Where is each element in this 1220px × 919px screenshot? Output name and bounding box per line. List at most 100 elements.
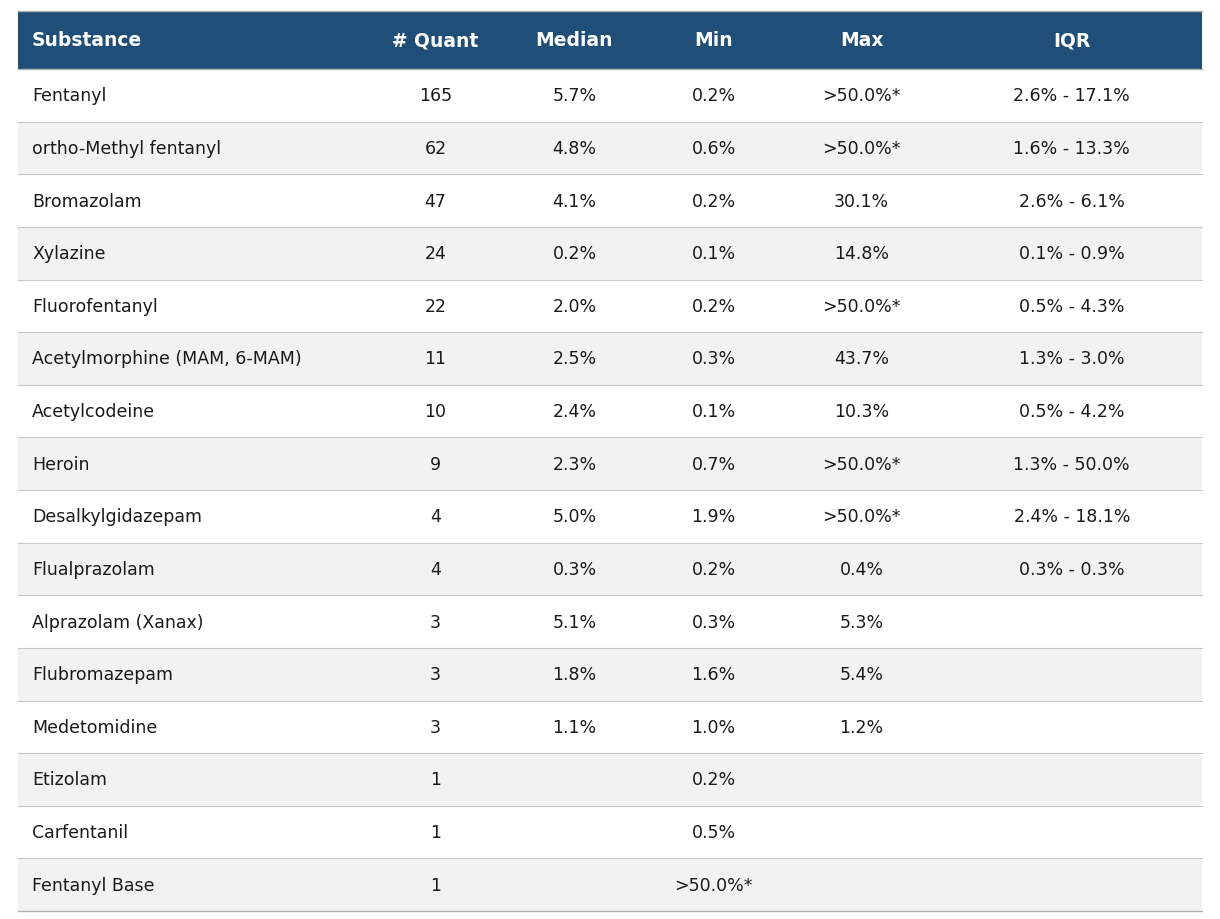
Bar xyxy=(18,280,367,333)
Bar xyxy=(367,491,504,543)
Bar xyxy=(504,491,645,543)
Text: 62: 62 xyxy=(425,140,447,158)
Bar xyxy=(504,437,645,491)
Bar xyxy=(782,280,942,333)
Bar xyxy=(367,122,504,175)
Bar xyxy=(18,648,367,700)
Bar xyxy=(18,596,367,648)
Bar xyxy=(645,333,782,385)
Bar xyxy=(942,543,1202,596)
Bar xyxy=(782,543,942,596)
Text: Flubromazepam: Flubromazepam xyxy=(32,665,173,684)
Text: 1.0%: 1.0% xyxy=(692,718,736,736)
Text: Fentanyl Base: Fentanyl Base xyxy=(32,876,155,893)
Bar xyxy=(367,858,504,911)
Text: Min: Min xyxy=(694,31,733,51)
Text: 2.5%: 2.5% xyxy=(553,350,597,368)
Bar xyxy=(504,12,645,70)
Bar xyxy=(782,122,942,175)
Text: 5.3%: 5.3% xyxy=(839,613,883,630)
Bar xyxy=(645,543,782,596)
Bar xyxy=(645,385,782,437)
Bar xyxy=(942,754,1202,806)
Text: Max: Max xyxy=(839,31,883,51)
Bar xyxy=(504,806,645,858)
Text: 0.2%: 0.2% xyxy=(692,561,736,578)
Text: Fentanyl: Fentanyl xyxy=(32,87,106,105)
Text: 24: 24 xyxy=(425,245,447,263)
Bar xyxy=(782,175,942,228)
Text: # Quant: # Quant xyxy=(393,31,478,51)
Bar xyxy=(504,175,645,228)
Text: 1.6% - 13.3%: 1.6% - 13.3% xyxy=(1014,140,1130,158)
Text: 4: 4 xyxy=(429,508,440,526)
Text: 0.5% - 4.3%: 0.5% - 4.3% xyxy=(1019,298,1125,315)
Bar xyxy=(782,333,942,385)
Text: 1: 1 xyxy=(429,771,440,789)
Bar xyxy=(18,228,367,280)
Text: >50.0%*: >50.0%* xyxy=(675,876,753,893)
Bar xyxy=(18,385,367,437)
Bar xyxy=(18,858,367,911)
Bar xyxy=(18,175,367,228)
Text: 0.4%: 0.4% xyxy=(839,561,883,578)
Text: >50.0%*: >50.0%* xyxy=(822,508,900,526)
Text: 2.3%: 2.3% xyxy=(553,455,597,473)
Text: Etizolam: Etizolam xyxy=(32,771,107,789)
Bar xyxy=(367,228,504,280)
Text: 2.6% - 6.1%: 2.6% - 6.1% xyxy=(1019,192,1125,210)
Text: 165: 165 xyxy=(418,87,451,105)
Text: 0.2%: 0.2% xyxy=(553,245,597,263)
Text: 3: 3 xyxy=(429,613,440,630)
Text: 10: 10 xyxy=(425,403,447,421)
Text: 4.8%: 4.8% xyxy=(553,140,597,158)
Bar xyxy=(782,806,942,858)
Bar xyxy=(504,754,645,806)
Bar xyxy=(942,648,1202,700)
Text: 0.5%: 0.5% xyxy=(692,823,736,841)
Text: 1: 1 xyxy=(429,823,440,841)
Text: Fluorofentanyl: Fluorofentanyl xyxy=(32,298,157,315)
Text: 14.8%: 14.8% xyxy=(834,245,889,263)
Text: 5.0%: 5.0% xyxy=(553,508,597,526)
Bar xyxy=(504,333,645,385)
Text: 22: 22 xyxy=(425,298,447,315)
Bar xyxy=(645,491,782,543)
Text: 5.1%: 5.1% xyxy=(553,613,597,630)
Text: >50.0%*: >50.0%* xyxy=(822,140,900,158)
Bar xyxy=(782,12,942,70)
Text: Medetomidine: Medetomidine xyxy=(32,718,157,736)
Text: 2.4%: 2.4% xyxy=(553,403,597,421)
Text: >50.0%*: >50.0%* xyxy=(822,455,900,473)
Text: 0.6%: 0.6% xyxy=(692,140,736,158)
Text: 0.3%: 0.3% xyxy=(553,561,597,578)
Bar xyxy=(942,175,1202,228)
Text: 2.4% - 18.1%: 2.4% - 18.1% xyxy=(1014,508,1130,526)
Text: 0.3% - 0.3%: 0.3% - 0.3% xyxy=(1019,561,1125,578)
Bar xyxy=(645,700,782,754)
Text: 5.4%: 5.4% xyxy=(839,665,883,684)
Text: 30.1%: 30.1% xyxy=(834,192,889,210)
Text: >50.0%*: >50.0%* xyxy=(822,298,900,315)
Text: 4: 4 xyxy=(429,561,440,578)
Text: Heroin: Heroin xyxy=(32,455,89,473)
Bar xyxy=(782,228,942,280)
Text: 2.0%: 2.0% xyxy=(553,298,597,315)
Bar xyxy=(504,648,645,700)
Bar xyxy=(504,385,645,437)
Text: 9: 9 xyxy=(429,455,440,473)
Text: 43.7%: 43.7% xyxy=(834,350,889,368)
Bar xyxy=(942,491,1202,543)
Bar xyxy=(504,700,645,754)
Text: 0.2%: 0.2% xyxy=(692,87,736,105)
Bar xyxy=(645,596,782,648)
Text: Carfentanil: Carfentanil xyxy=(32,823,128,841)
Bar xyxy=(367,596,504,648)
Text: 1.8%: 1.8% xyxy=(553,665,597,684)
Bar xyxy=(367,175,504,228)
Bar xyxy=(367,543,504,596)
Bar xyxy=(782,700,942,754)
Bar xyxy=(367,385,504,437)
Bar xyxy=(942,806,1202,858)
Text: 2.6% - 17.1%: 2.6% - 17.1% xyxy=(1014,87,1130,105)
